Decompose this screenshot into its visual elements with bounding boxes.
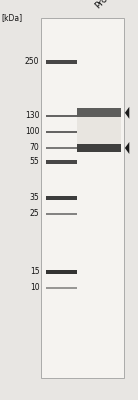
Bar xyxy=(46,114,77,118)
Bar xyxy=(46,160,77,164)
Polygon shape xyxy=(125,107,129,119)
Bar xyxy=(46,130,77,133)
Polygon shape xyxy=(125,142,129,154)
Bar xyxy=(46,213,77,215)
Bar xyxy=(46,146,77,149)
Bar xyxy=(46,287,77,289)
Text: 25: 25 xyxy=(30,210,39,218)
Text: 130: 130 xyxy=(25,112,39,120)
Text: 35: 35 xyxy=(30,194,39,202)
Bar xyxy=(46,196,77,200)
Bar xyxy=(46,270,77,274)
Bar xyxy=(77,144,121,152)
Text: 15: 15 xyxy=(30,268,39,276)
Bar xyxy=(46,60,77,64)
Text: Prostate: Prostate xyxy=(93,0,126,10)
Text: [kDa]: [kDa] xyxy=(1,13,22,22)
Text: 70: 70 xyxy=(30,144,39,152)
Bar xyxy=(77,108,121,117)
Bar xyxy=(41,18,124,378)
Text: 100: 100 xyxy=(25,128,39,136)
Text: 250: 250 xyxy=(25,58,39,66)
Bar xyxy=(77,108,121,152)
Text: 55: 55 xyxy=(30,158,39,166)
Text: 10: 10 xyxy=(30,284,39,292)
